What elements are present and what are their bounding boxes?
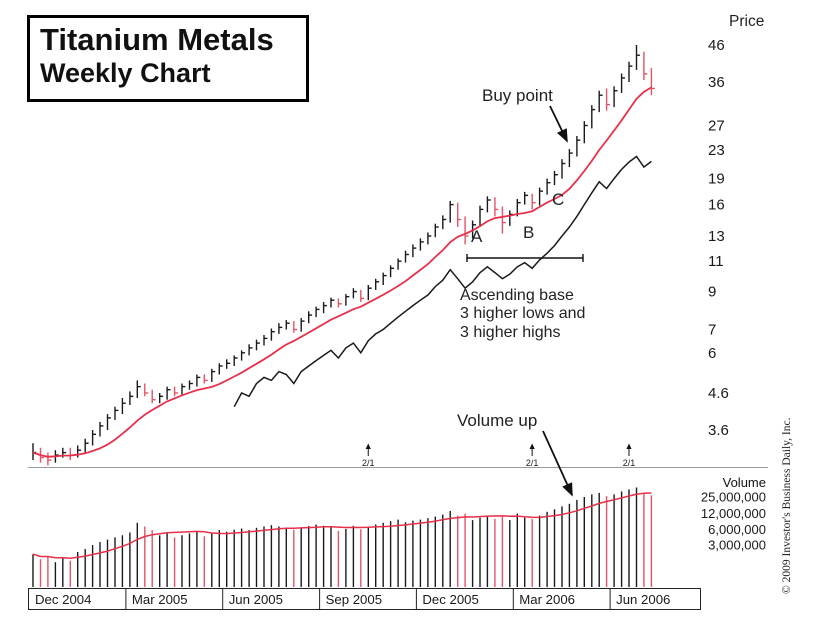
price-tick-label: 6: [708, 345, 716, 362]
split-label: 2/1: [526, 458, 539, 468]
overlay-lines: [32, 86, 652, 560]
volume-tick-label: 12,000,000: [701, 506, 766, 521]
price-tick-label: 46: [708, 37, 725, 54]
ascending-base-span-line: [466, 254, 584, 262]
price-tick-label: 19: [708, 171, 725, 188]
month-label: Dec 2005: [422, 592, 478, 607]
price-tick-label: 23: [708, 142, 725, 159]
volume-bars: [32, 487, 653, 587]
price-tick-label: 13: [708, 228, 725, 245]
volume-tick-label: 3,000,000: [708, 538, 766, 553]
base-low-label-b: B: [523, 223, 535, 242]
month-label: Jun 2005: [229, 592, 283, 607]
price-tick-label: 7: [708, 322, 716, 339]
base-low-label-c: C: [552, 190, 565, 209]
price-tick-label: 11: [708, 253, 724, 270]
buy-point-arrow: [549, 105, 568, 143]
copyright-notice: © 2009 Investor's Business Daily, Inc.: [781, 417, 793, 594]
relative-strength-line: [233, 155, 652, 408]
price-tick-label: 16: [708, 197, 725, 214]
split-arrow-icon: [529, 443, 535, 449]
axis-labels: 46 36 27 23 19 16 13 11 9 7 6 4.6 3.6 25,000,00012,00…: [35, 37, 766, 607]
ascending-base-label: Ascending base 3 higher lows and 3 highe…: [460, 287, 586, 341]
chart-frame: [28, 467, 768, 610]
month-label: Sep 2005: [326, 592, 382, 607]
month-label: Mar 2005: [132, 592, 188, 607]
buy-point-label: Buy point: [482, 86, 553, 105]
price-tick-label: 9: [708, 284, 716, 301]
volume-tick-label: 6,000,000: [708, 522, 766, 537]
volume-tick-label: 25,000,000: [701, 490, 766, 505]
annotation-graphics: [466, 105, 584, 497]
price-tick-label: 3.6: [708, 422, 729, 439]
month-label: Mar 2006: [519, 592, 575, 607]
month-label: Jun 2006: [616, 592, 670, 607]
split-markers: 2/1 2/1 2/1: [362, 443, 636, 468]
base-low-label-a: A: [471, 227, 483, 246]
chart-subtitle: Weekly Chart: [40, 58, 211, 89]
split-label: 2/1: [362, 458, 375, 468]
price-tick-label: 36: [708, 74, 725, 91]
split-label: 2/1: [623, 458, 636, 468]
price-tick-label: 4.6: [708, 385, 729, 402]
price-tick-label: 27: [708, 118, 725, 135]
volume-up-label: Volume up: [457, 411, 538, 430]
volume-axis-title: Volume: [722, 475, 766, 490]
price-axis-title: Price: [729, 13, 765, 30]
title-box: Titanium Metals Weekly Chart: [27, 15, 309, 103]
month-label: Dec 2004: [35, 592, 91, 607]
chart-title: Titanium Metals: [40, 22, 274, 57]
price-bars: [32, 45, 655, 466]
split-arrow-icon: [365, 443, 371, 449]
volume-ma-line: [32, 492, 652, 560]
split-arrow-icon: [626, 443, 632, 449]
price-ma-line: [32, 86, 652, 458]
volume-up-arrow: [542, 430, 573, 497]
